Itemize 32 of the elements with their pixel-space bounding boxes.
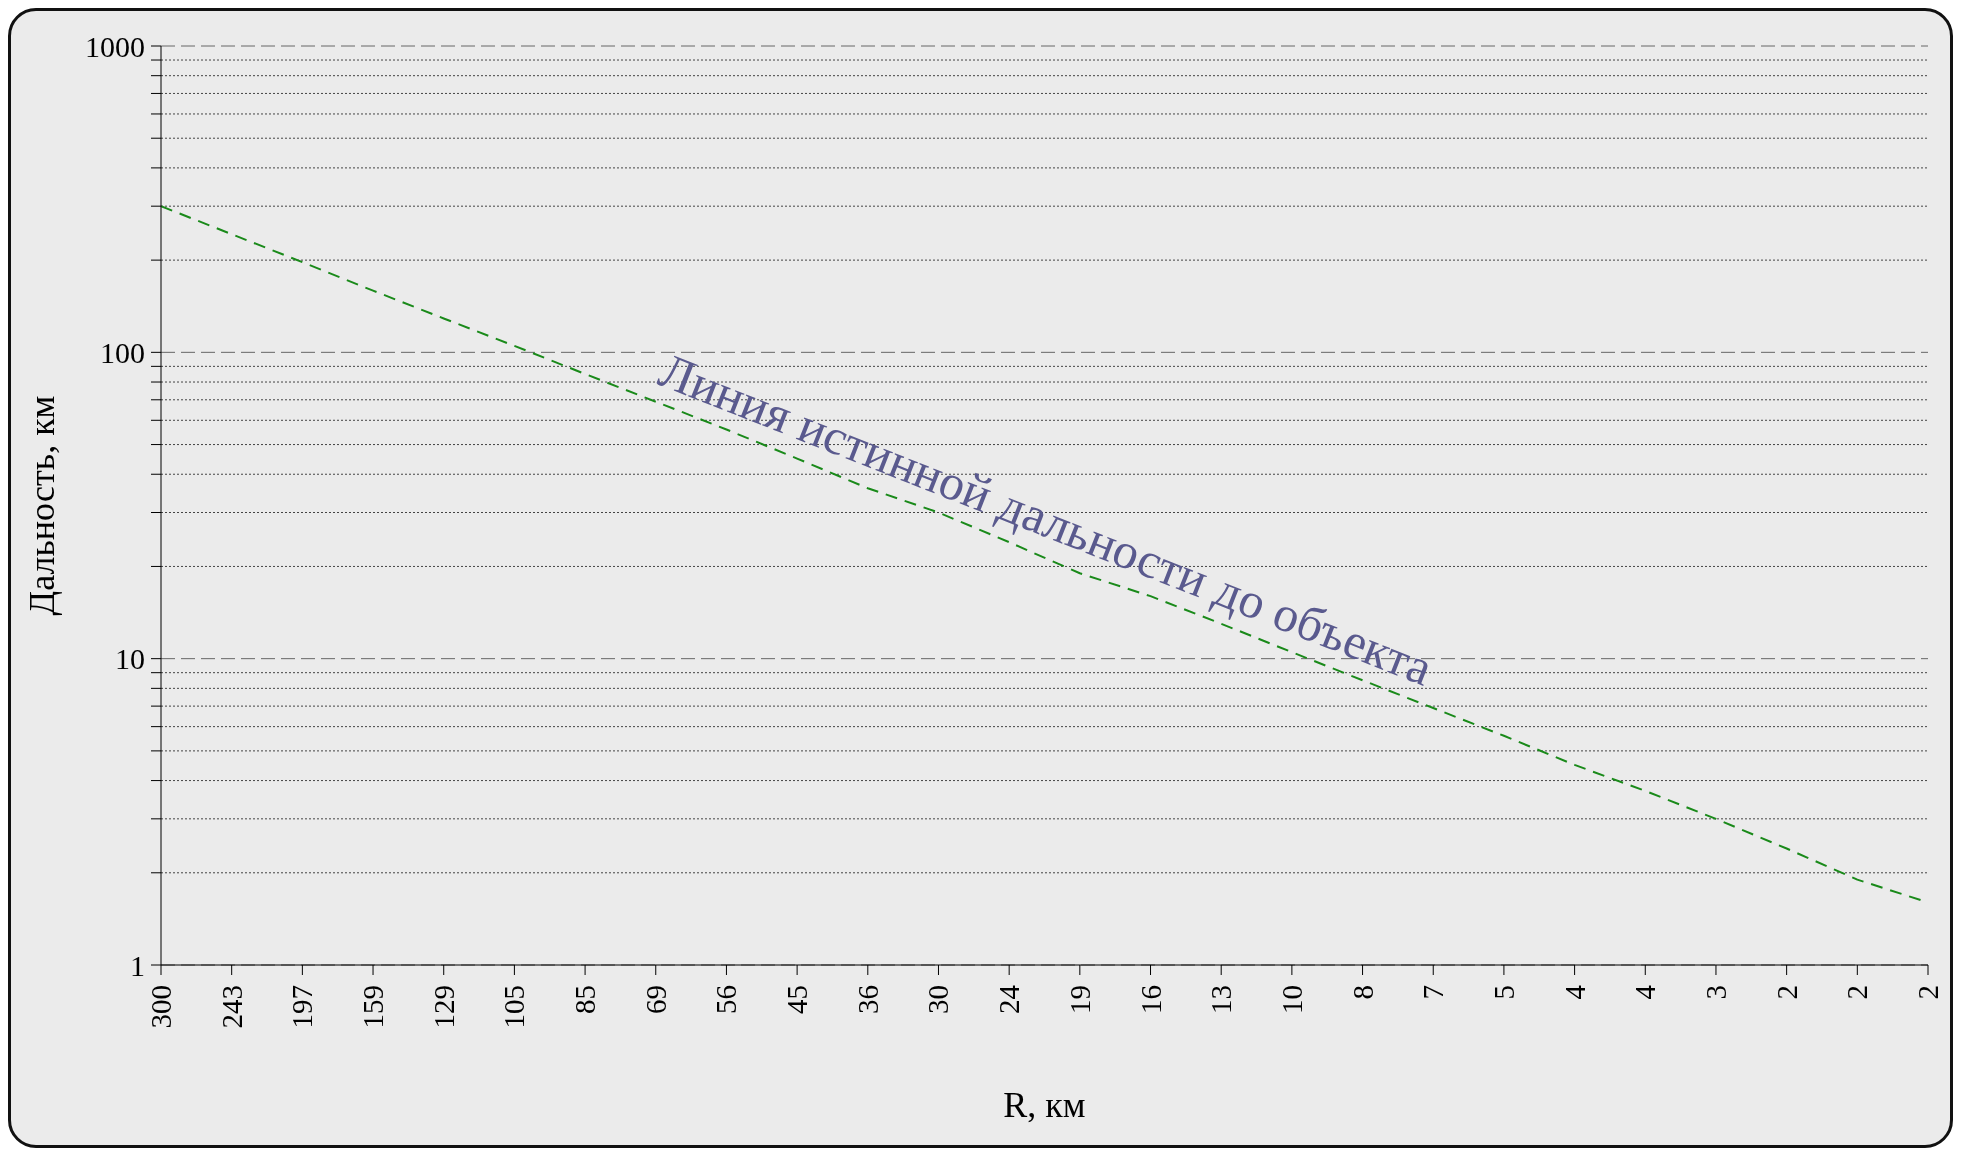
x-tick-label: 129 (427, 985, 460, 1029)
y-axis-title: Дальность, км (21, 395, 62, 616)
x-tick-label: 243 (215, 985, 248, 1029)
y-tick-label: 10 (115, 642, 145, 676)
x-tick-label: 7 (1417, 985, 1450, 1000)
y-tick-label: 1000 (85, 29, 145, 63)
x-axis-title: R, км (1003, 1085, 1086, 1125)
x-tick-label: 8 (1346, 985, 1379, 1000)
x-tick-label: 69 (639, 985, 672, 1014)
x-tick-label: 24 (993, 984, 1026, 1014)
x-tick-label: 5 (1487, 985, 1520, 1000)
x-tick-label: 4 (1558, 984, 1591, 1000)
x-tick-label: 85 (569, 985, 602, 1014)
x-tick-label: 45 (781, 985, 814, 1014)
x-tick-label: 300 (145, 985, 177, 1029)
x-tick-label: 13 (1205, 985, 1238, 1014)
x-tick-label: 36 (851, 985, 884, 1014)
x-tick-label: 197 (286, 985, 319, 1029)
x-tick-label: 3 (1699, 985, 1732, 1000)
x-tick-label: 159 (357, 985, 390, 1029)
x-tick-label: 10 (1275, 985, 1308, 1014)
x-tick-label: 16 (1134, 985, 1167, 1014)
x-tick-label: 2 (1912, 985, 1944, 1000)
y-tick-label: 1 (130, 948, 145, 982)
x-tick-label: 2 (1770, 985, 1803, 1000)
x-tick-label: 4 (1629, 984, 1662, 1000)
x-tick-label: 19 (1063, 985, 1096, 1014)
x-tick-label: 2 (1841, 985, 1874, 1000)
x-tick-label: 105 (498, 985, 531, 1029)
y-tick-label: 100 (100, 335, 145, 369)
x-tick-label: 30 (922, 985, 955, 1014)
x-tick-label: 56 (710, 985, 743, 1014)
